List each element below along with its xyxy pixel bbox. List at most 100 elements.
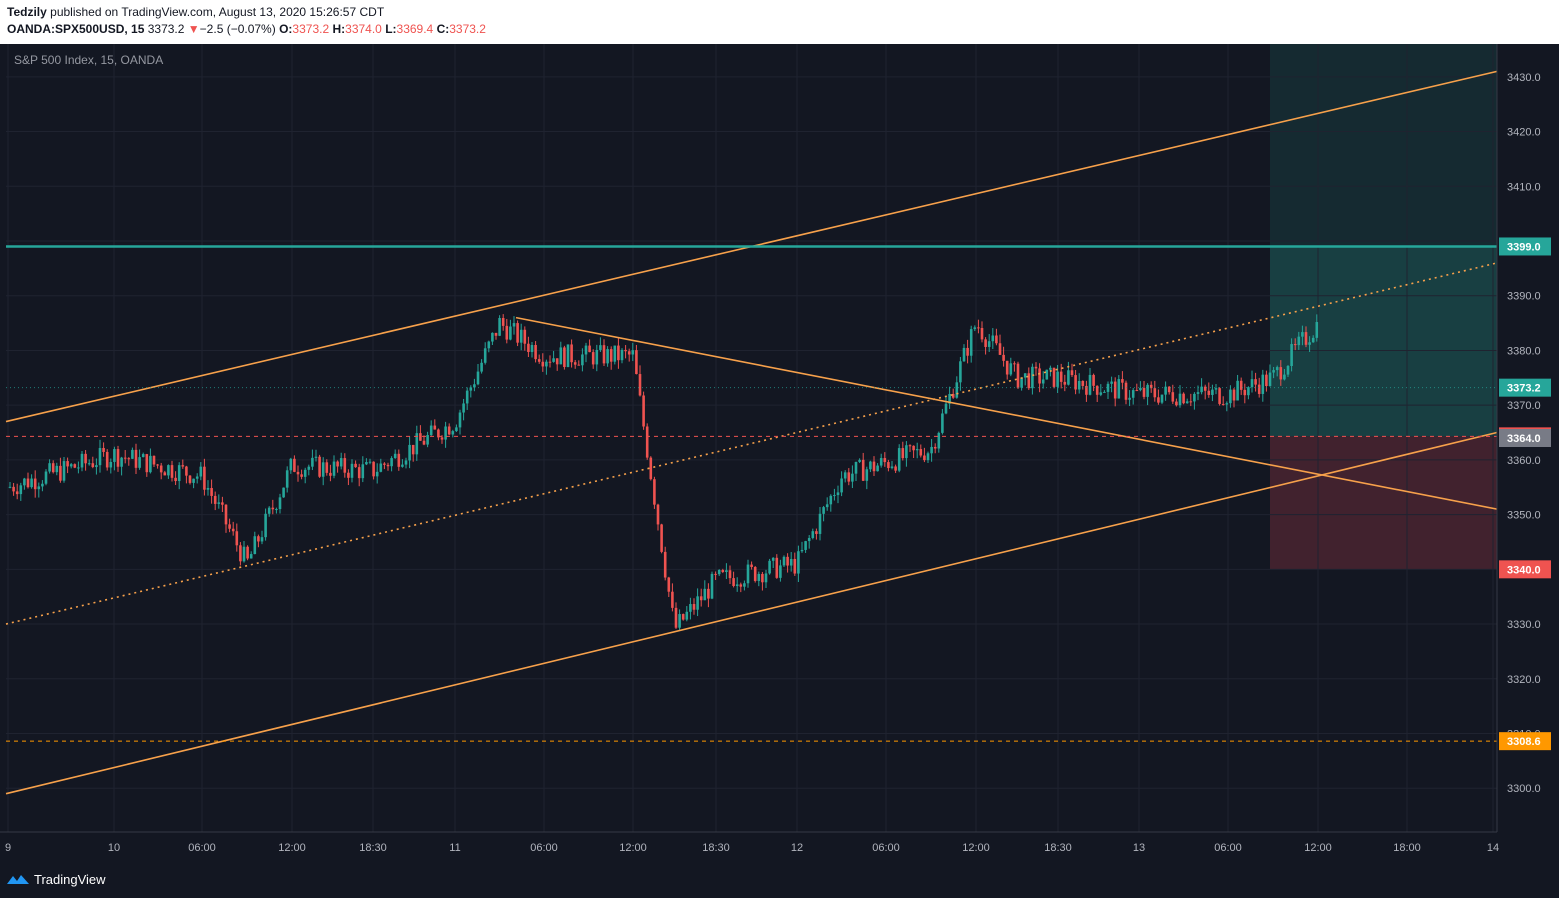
candle-body <box>725 570 728 573</box>
candle-body <box>861 459 865 481</box>
candle-body <box>696 596 699 610</box>
price-label-bg <box>1499 560 1551 579</box>
y-tick-label: 3390.0 <box>1507 291 1541 303</box>
candle-body <box>397 453 401 467</box>
price-label-bg <box>1499 378 1551 397</box>
candle-body <box>1095 385 1099 395</box>
profit-zone <box>1270 246 1497 437</box>
author-name[interactable]: Tedzily <box>7 5 47 19</box>
candle-body <box>1232 389 1236 401</box>
candle-body <box>941 413 944 433</box>
candle-body <box>797 551 800 574</box>
last-price: 3373.2 <box>147 22 185 36</box>
publish-header: Tedzily published on TradingView.com, Au… <box>0 0 1559 44</box>
candle-body <box>1193 393 1196 402</box>
candle-body <box>1175 401 1178 406</box>
candle-body <box>667 577 671 592</box>
y-tick-label: 3300.0 <box>1507 783 1541 795</box>
candle-body <box>577 364 581 366</box>
price-chart[interactable]: 3300.03310.03320.03330.03340.03350.03360… <box>0 44 1559 862</box>
candle-body <box>365 462 368 465</box>
candle-body <box>1135 390 1139 392</box>
candle-body <box>1261 374 1265 394</box>
tradingview-brand[interactable]: TradingView <box>34 872 106 887</box>
candle-body <box>311 457 314 467</box>
candle-body <box>30 478 33 488</box>
candle-body <box>1088 374 1092 395</box>
candle-body <box>559 347 563 365</box>
y-tick-label: 3370.0 <box>1507 400 1541 412</box>
candle-body <box>663 551 667 578</box>
candle-body <box>779 565 782 578</box>
candle-body <box>375 471 379 477</box>
candle-body <box>15 491 19 495</box>
candle-body <box>80 453 84 468</box>
candle-body <box>609 349 613 362</box>
candle-body <box>188 475 192 483</box>
candle-body <box>1149 384 1153 389</box>
candle-body <box>455 427 458 432</box>
candle-body <box>422 440 426 445</box>
candle-body <box>818 513 822 534</box>
candle-body <box>757 573 761 581</box>
candle-body <box>1131 390 1135 398</box>
candle-body <box>998 343 1002 355</box>
candle-body <box>217 502 221 504</box>
candle-body <box>1113 381 1117 399</box>
candle-body <box>491 332 494 342</box>
candle-body <box>181 465 185 467</box>
x-tick-label: 12:00 <box>278 842 306 854</box>
candle-body <box>1265 374 1268 387</box>
candle-body <box>303 469 307 477</box>
chart-pane[interactable]: 3300.03310.03320.03330.03340.03350.03360… <box>0 44 1559 862</box>
candle-body <box>782 556 786 566</box>
price-label: 3399.0 <box>1507 241 1541 253</box>
candle-body <box>879 458 883 466</box>
candle-body <box>811 531 815 539</box>
candle-body <box>635 350 638 375</box>
candle-body <box>919 449 923 456</box>
candle-body <box>977 327 980 329</box>
candle-body <box>275 509 278 511</box>
candle-body <box>959 361 962 383</box>
candle-body <box>1052 367 1056 387</box>
candle-body <box>645 426 649 458</box>
candle-body <box>1031 366 1034 389</box>
candle-body <box>764 573 768 583</box>
candle-body <box>419 433 422 441</box>
x-tick-label: 18:30 <box>359 842 387 854</box>
candle-body <box>1074 375 1077 390</box>
candle-body <box>307 466 311 470</box>
candle-body <box>213 495 217 504</box>
candle-body <box>170 465 174 478</box>
candle-body <box>314 456 318 458</box>
candle-body <box>433 425 437 430</box>
candle-body <box>1059 371 1063 382</box>
candle-body <box>199 466 203 477</box>
candle-body <box>19 485 23 495</box>
candle-body <box>1106 383 1110 392</box>
candle-body <box>822 507 825 514</box>
tradingview-logo-icon[interactable] <box>6 872 30 888</box>
candle-body <box>955 382 959 398</box>
candle-body <box>408 444 411 461</box>
profit-zone-extension <box>1270 44 1497 247</box>
candle-body <box>1023 373 1027 378</box>
candle-body <box>1286 365 1290 375</box>
candle-body <box>451 431 455 435</box>
candle-body <box>599 345 602 350</box>
candle-body <box>1182 393 1185 404</box>
candle-body <box>905 445 908 459</box>
candle-body <box>1070 370 1074 376</box>
candle-body <box>642 395 645 427</box>
candle-body <box>1189 401 1193 403</box>
candle-body <box>1013 363 1016 365</box>
candle-body <box>1304 332 1308 345</box>
candle-body <box>437 429 440 438</box>
candle-body <box>876 465 879 472</box>
x-tick-label: 12:00 <box>962 842 990 854</box>
candle-body <box>361 464 365 479</box>
candle-body <box>887 462 890 469</box>
candle-body <box>624 349 627 352</box>
candle-body <box>689 604 692 612</box>
